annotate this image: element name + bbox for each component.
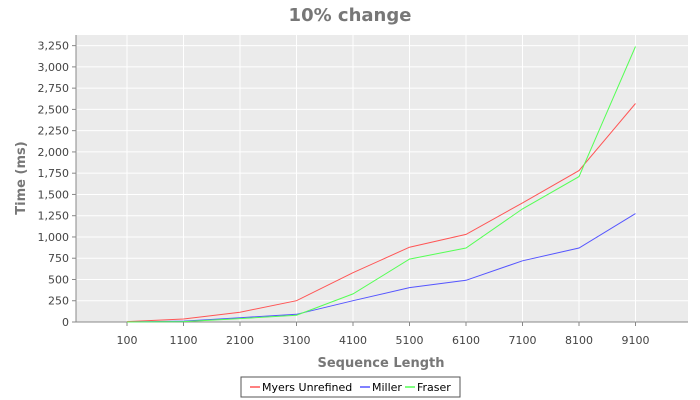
legend-label-miller: Miller xyxy=(372,381,402,394)
x-tick-label: 4100 xyxy=(339,334,367,347)
y-tick-label: 1,500 xyxy=(38,188,70,201)
y-tick-label: 250 xyxy=(48,295,69,308)
x-tick-label: 100 xyxy=(117,334,138,347)
y-tick-label: 500 xyxy=(48,273,69,286)
series-line-myers-unrefined xyxy=(126,103,636,323)
y-tick-label: 0 xyxy=(62,316,69,329)
y-tick-label: 2,500 xyxy=(38,103,70,116)
x-tick-label: 8100 xyxy=(565,334,593,347)
y-tick-label: 3,000 xyxy=(38,61,70,74)
legend: Myers Unrefined Miller Fraser xyxy=(240,376,461,398)
series-line-fraser xyxy=(126,46,636,323)
y-tick-label: 2,000 xyxy=(38,146,70,159)
x-tick-label: 5100 xyxy=(396,334,424,347)
y-axis-title: Time (ms) xyxy=(14,141,29,214)
x-tick-label: 1100 xyxy=(170,334,198,347)
y-tick-label: 1,250 xyxy=(38,210,70,223)
x-tick-label: 3100 xyxy=(283,334,311,347)
y-tick-label: 3,250 xyxy=(38,40,70,53)
x-tick-label: 7100 xyxy=(509,334,537,347)
x-tick-label: 9100 xyxy=(622,334,650,347)
chart-title: 10% change xyxy=(289,5,412,26)
x-tick-label: 2100 xyxy=(226,334,254,347)
y-tick-label: 1,750 xyxy=(38,167,70,180)
y-tick-label: 750 xyxy=(48,252,69,265)
y-tick-label: 2,750 xyxy=(38,82,70,95)
legend-label-myers-unrefined: Myers Unrefined xyxy=(262,381,352,394)
y-tick-label: 1,000 xyxy=(38,231,70,244)
legend-box xyxy=(240,376,461,398)
x-axis-title: Sequence Length xyxy=(318,356,445,371)
plot-area xyxy=(76,35,688,322)
y-tick-label: 2,250 xyxy=(38,125,70,138)
series-lines xyxy=(126,46,636,323)
x-tick-label: 6100 xyxy=(452,334,480,347)
series-line-miller xyxy=(126,213,636,323)
gridlines xyxy=(76,35,688,322)
legend-label-fraser: Fraser xyxy=(417,381,451,394)
